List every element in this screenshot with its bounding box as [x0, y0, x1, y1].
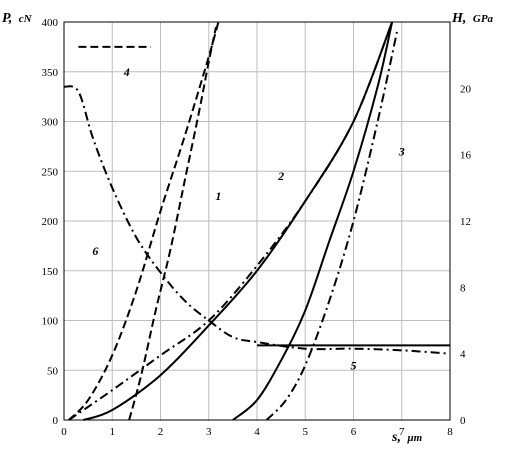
x-tick-labels: 0 1 2 3 4 5 6 7 8: [61, 426, 453, 438]
x-tick-label: 7: [399, 426, 405, 438]
curve-label-3: 3: [398, 144, 405, 158]
series-3-line: [232, 21, 394, 421]
x-tick-label: 0: [61, 426, 67, 438]
y-left-axis-label: P,: [2, 11, 12, 26]
y-left-tick-label: 300: [42, 117, 59, 129]
x-axis-title: s, μm: [391, 430, 423, 445]
x-tick-label: 2: [158, 426, 164, 438]
y-right-axis-title: H, GPa: [451, 11, 494, 26]
y-left-tick-label: 150: [42, 266, 59, 278]
x-axis-label: s,: [391, 430, 401, 445]
y-right-axis-unit: GPa: [473, 13, 494, 25]
y-left-tick-label: 250: [42, 166, 59, 178]
curve-labels: 1 2 3 4 5 6: [92, 65, 404, 373]
y-left-tick-label: 50: [47, 365, 59, 377]
plot-frame: [63, 21, 451, 421]
x-axis-unit: μm: [406, 432, 422, 444]
series-2-line: [68, 21, 394, 421]
curve-label-4: 4: [123, 65, 130, 79]
y-right-tick-labels: 0 4 8 12 16 20: [460, 83, 472, 427]
y-right-tick-label: 20: [460, 83, 472, 95]
y-left-tick-label: 0: [53, 415, 59, 427]
series-6-line: [63, 85, 451, 355]
y-left-axis-title: P, cN: [2, 11, 33, 26]
y-right-tick-label: 4: [460, 349, 466, 361]
y-right-tick-label: 16: [460, 150, 472, 162]
curve-label-1: 1: [215, 189, 221, 203]
series-1-line: [128, 26, 217, 421]
y-right-tick-label: 12: [460, 216, 471, 228]
y-right-axis-label: H,: [451, 11, 466, 26]
y-left-tick-label: 400: [42, 17, 59, 29]
curve-label-6: 6: [92, 244, 98, 258]
y-right-tick-label: 8: [460, 282, 466, 294]
x-tick-label: 6: [351, 426, 357, 438]
x-tick-label: 4: [254, 426, 260, 438]
x-tick-label: 1: [110, 426, 116, 438]
y-left-tick-labels: 0 50 100 150 200 250 300 350 400: [42, 17, 59, 427]
y-right-tick-label: 0: [460, 415, 466, 427]
x-tick-label: 5: [303, 426, 309, 438]
x-tick-label: 3: [206, 426, 212, 438]
y-left-axis-unit: cN: [19, 13, 33, 25]
y-left-tick-label: 350: [42, 67, 59, 79]
grid: [63, 21, 451, 421]
y-left-tick-label: 100: [42, 316, 59, 328]
curve-label-5: 5: [351, 358, 357, 372]
y-left-tick-label: 200: [42, 216, 59, 228]
series-1-line: [68, 21, 220, 421]
x-tick-label: 8: [447, 426, 453, 438]
series-3-line: [265, 31, 398, 421]
curve-label-2: 2: [277, 169, 284, 183]
series-group: [63, 21, 451, 421]
